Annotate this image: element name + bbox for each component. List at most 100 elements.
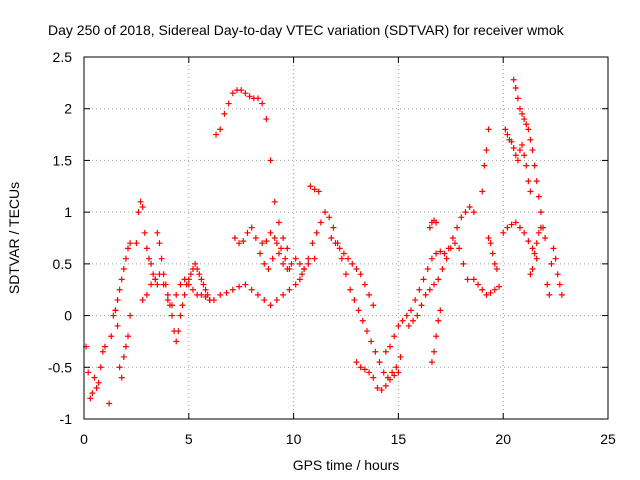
data-point xyxy=(433,250,440,257)
data-point xyxy=(194,266,201,273)
data-point xyxy=(336,245,343,252)
data-point xyxy=(169,312,176,319)
data-point xyxy=(431,281,438,288)
data-point xyxy=(521,116,528,123)
data-point xyxy=(242,90,249,97)
data-point xyxy=(156,240,163,247)
data-point xyxy=(347,286,354,293)
data-point xyxy=(271,235,278,241)
data-point xyxy=(428,359,435,366)
data-point xyxy=(248,286,255,293)
data-point xyxy=(108,333,115,340)
data-point xyxy=(238,87,245,94)
data-point xyxy=(141,229,148,236)
data-point xyxy=(487,289,494,296)
data-point xyxy=(418,302,425,309)
data-point xyxy=(202,286,209,293)
data-point xyxy=(145,255,152,262)
data-point xyxy=(110,312,117,319)
series-arc-23 xyxy=(510,76,549,241)
series-arc-22 xyxy=(502,126,534,195)
data-point xyxy=(275,250,282,257)
data-point xyxy=(127,312,134,319)
data-point xyxy=(305,255,312,262)
series-arc-16 xyxy=(405,240,471,329)
data-point xyxy=(269,255,276,262)
data-point xyxy=(433,219,440,226)
data-point xyxy=(548,260,555,267)
data-point xyxy=(395,369,402,376)
data-point xyxy=(265,266,272,273)
series-arc-1 xyxy=(83,343,108,402)
data-point xyxy=(489,250,496,257)
data-point xyxy=(309,240,316,247)
data-point xyxy=(512,85,519,92)
data-point xyxy=(164,291,171,298)
data-point xyxy=(120,266,127,273)
data-point xyxy=(345,255,352,262)
series-arc-15 xyxy=(382,203,477,355)
data-point xyxy=(380,369,387,376)
data-point xyxy=(533,178,540,185)
data-point xyxy=(485,235,492,241)
data-point xyxy=(521,229,528,236)
x-tick-label: 5 xyxy=(185,431,193,447)
data-point xyxy=(175,328,182,335)
data-point xyxy=(523,121,530,128)
data-point xyxy=(414,312,421,319)
data-point xyxy=(148,260,155,267)
data-point xyxy=(407,307,414,314)
data-point xyxy=(483,291,490,298)
data-point xyxy=(382,348,389,355)
data-point xyxy=(125,333,132,340)
data-point xyxy=(395,322,402,329)
series-arc-3 xyxy=(112,240,134,314)
series-arc-21 xyxy=(485,235,500,273)
data-point xyxy=(529,147,536,154)
data-point xyxy=(87,395,94,402)
data-point xyxy=(351,297,358,304)
data-point xyxy=(236,283,243,290)
data-point xyxy=(185,281,192,288)
data-point xyxy=(169,302,176,309)
data-point xyxy=(116,364,123,371)
data-point xyxy=(435,276,442,283)
data-point xyxy=(504,224,511,231)
data-point xyxy=(160,281,167,288)
data-point xyxy=(370,302,377,309)
data-point xyxy=(263,116,270,123)
series-arc-13 xyxy=(328,235,377,309)
data-point xyxy=(393,364,400,371)
y-tick-label: 2.5 xyxy=(53,49,73,65)
data-point xyxy=(298,271,305,278)
data-point xyxy=(97,364,104,371)
data-point xyxy=(493,266,500,273)
data-point xyxy=(248,224,255,231)
data-point xyxy=(150,271,157,278)
data-point xyxy=(544,281,551,288)
series-arc-9 xyxy=(231,224,293,273)
data-point xyxy=(120,353,127,360)
data-point xyxy=(516,224,523,231)
data-point xyxy=(554,271,561,278)
data-point xyxy=(443,255,450,262)
data-point xyxy=(378,387,385,394)
data-point xyxy=(143,291,150,298)
data-point xyxy=(525,178,532,185)
data-point xyxy=(508,138,515,145)
data-point xyxy=(263,238,270,245)
data-point xyxy=(370,374,377,381)
data-point xyxy=(267,302,274,309)
data-point xyxy=(426,286,433,293)
data-point xyxy=(95,379,102,386)
data-point xyxy=(527,271,534,278)
data-point xyxy=(437,248,444,255)
data-point xyxy=(259,240,266,247)
data-point xyxy=(189,286,196,293)
data-point xyxy=(246,93,253,100)
x-tick-label: 25 xyxy=(600,431,616,447)
data-point xyxy=(359,317,366,324)
data-point xyxy=(338,255,345,262)
data-point xyxy=(311,186,318,193)
